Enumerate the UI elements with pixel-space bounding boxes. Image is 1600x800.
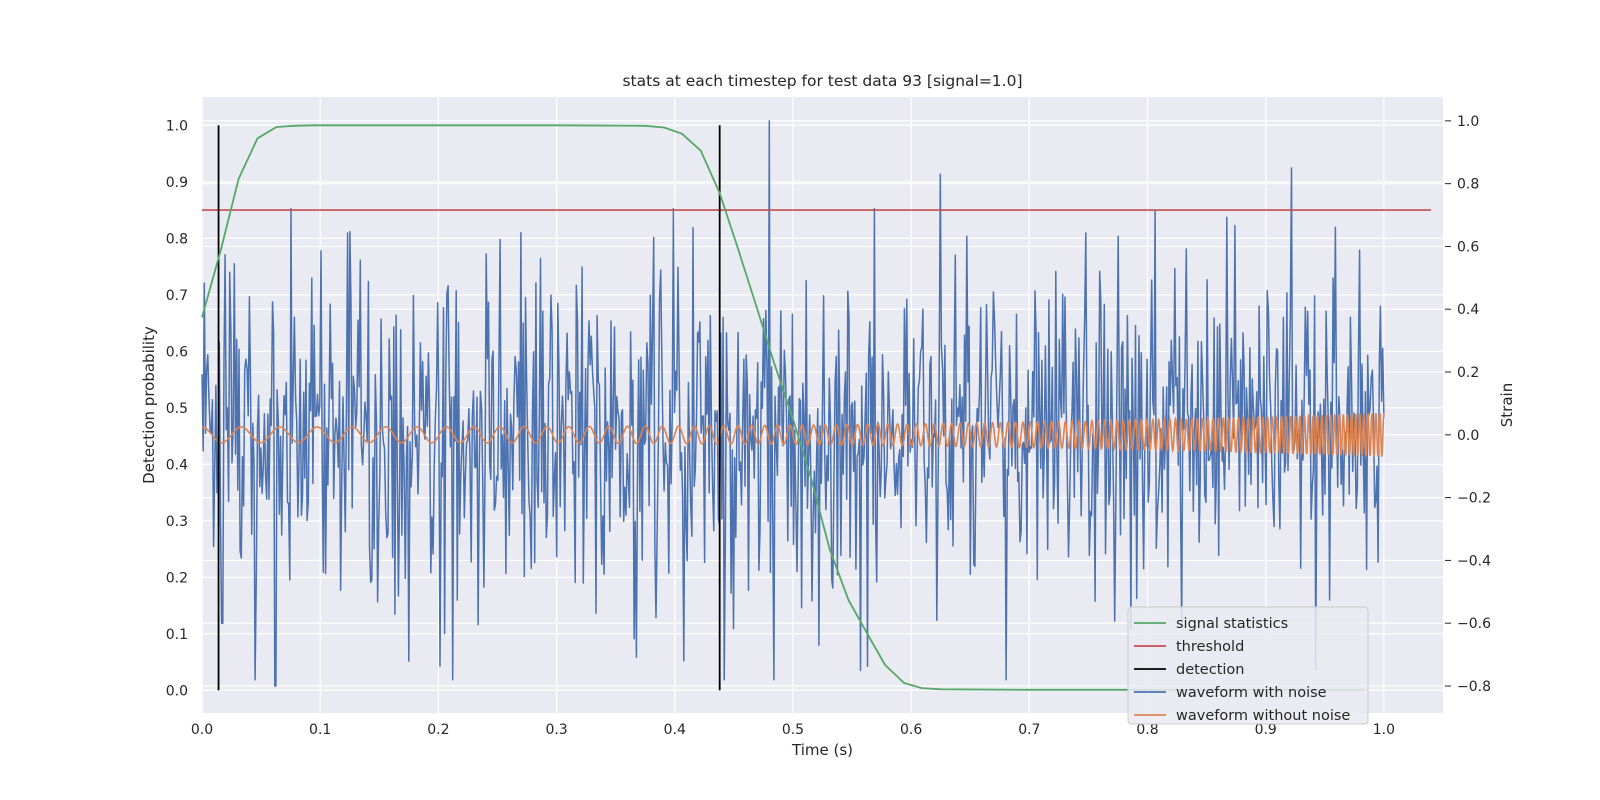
legend: signal statistics threshold detection wavef… [1127, 606, 1369, 725]
x-tick-label: 0.0 [191, 722, 213, 738]
x-tick-label: 0.9 [1255, 722, 1277, 738]
x-axis-label: Time (s) [791, 741, 853, 759]
series-line-waveform-without-noise [202, 412, 1385, 459]
y-tick-label: 0.4 [166, 457, 188, 473]
x-tick-label: 0.5 [782, 722, 804, 738]
y2-tick-label: −0.2 [1457, 491, 1491, 507]
y-tick-label: 0.8 [166, 231, 188, 247]
y-tick-label: 1.0 [166, 118, 188, 134]
y2-tick-label: 0.6 [1457, 239, 1479, 255]
legend-entry: waveform with noise [1176, 685, 1327, 701]
x-tick-label: 1.0 [1373, 722, 1395, 738]
x-tick-label: 0.8 [1136, 722, 1158, 738]
ticks: 0.0 0.1 0.2 0.3 0.4 0.5 0.6 0.7 0.8 0.9 1.0 0.0 0.1 0… [166, 114, 1491, 738]
series-line-waveform-with-noise [201, 120, 1385, 687]
legend-entry: threshold [1176, 639, 1244, 655]
y-axis-label: Detection probability [140, 326, 158, 484]
y2-axis-label: Strain [1498, 383, 1516, 427]
x-tick-label: 0.7 [1018, 722, 1040, 738]
y-tick-label: 0.6 [166, 344, 188, 360]
y2-tick-label: 1.0 [1457, 114, 1479, 130]
y-tick-label: 0.7 [166, 288, 188, 304]
y2-tick-label: 0.8 [1457, 177, 1479, 193]
y-tick-label: 0.5 [166, 401, 188, 417]
x-tick-label: 0.2 [427, 722, 449, 738]
y2-tick-label: −0.4 [1457, 553, 1491, 569]
y2-tick-label: 0.0 [1457, 428, 1479, 444]
chart-title: stats at each timestep for test data 93 … [622, 72, 1022, 90]
y2-tick-label: 0.2 [1457, 365, 1479, 381]
x-tick-label: 0.4 [664, 722, 686, 738]
series-line-signal-statistics [201, 124, 1365, 691]
y-tick-label: 0.0 [166, 683, 188, 699]
legend-entry: detection [1176, 662, 1244, 678]
x-tick-label: 0.1 [309, 722, 331, 738]
x-tick-label: 0.6 [900, 722, 922, 738]
y2-tick-label: −0.8 [1457, 679, 1491, 695]
y2-tick-label: −0.6 [1457, 616, 1491, 632]
y-tick-label: 0.9 [166, 175, 188, 191]
legend-entry: signal statistics [1176, 616, 1288, 632]
y-tick-label: 0.1 [166, 627, 188, 643]
y2-tick-label: 0.4 [1457, 302, 1479, 318]
x-tick-label: 0.3 [545, 722, 567, 738]
legend-entry: waveform without noise [1176, 708, 1350, 724]
legend-box [1127, 606, 1369, 725]
y-tick-label: 0.2 [166, 570, 188, 586]
y-tick-label: 0.3 [166, 514, 188, 530]
series-layer [201, 120, 1431, 691]
